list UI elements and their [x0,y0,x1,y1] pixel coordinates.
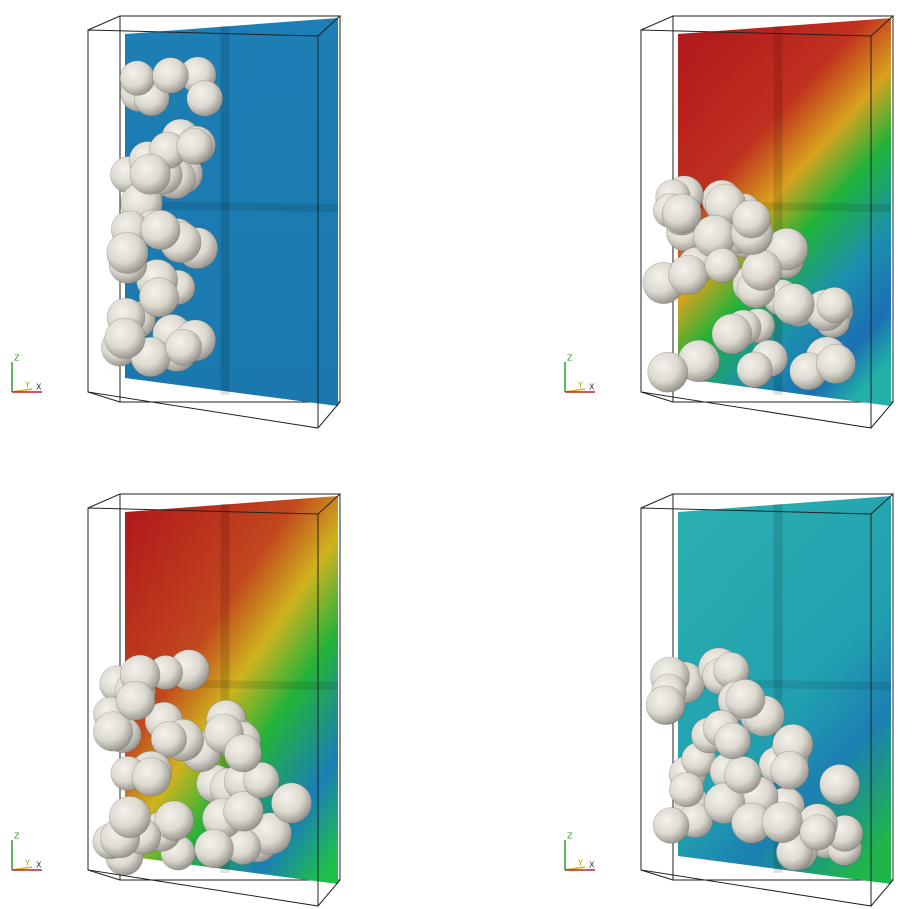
box-front [640,493,895,907]
sphere [711,313,753,355]
sphere [186,80,223,117]
render-panel: Z Y X [564,493,895,907]
sphere [652,807,690,844]
sphere [131,757,171,797]
sphere [152,57,189,94]
axis-label-x: X [36,383,42,392]
sphere [761,801,803,844]
sphere [725,679,766,719]
sphere [645,685,686,725]
axis-label-y: Y [24,381,30,390]
sphere [140,209,181,250]
box-front [87,493,342,907]
sphere [93,711,134,752]
axis-label-y: Y [577,381,583,390]
sphere [154,800,195,841]
sphere [772,283,815,326]
box-edge [317,401,341,429]
sphere [129,153,171,195]
sphere [741,249,783,291]
sphere [736,351,773,388]
sphere [669,772,705,808]
box-front [87,15,342,429]
sphere [816,286,853,324]
sphere [138,277,180,318]
axis-label-y: Y [24,859,30,868]
sphere [668,254,709,295]
sphere [723,756,762,794]
sphere [732,199,771,239]
axis-label-y: Y [577,859,583,868]
axis-label-z: Z [14,354,20,363]
axis-label-z: Z [567,832,573,841]
sphere [647,351,689,393]
sphere [194,828,234,869]
box-edge [317,879,341,907]
axis-label-x: X [589,861,595,870]
sphere [815,343,856,384]
box-edge [87,869,121,881]
sphere [799,814,836,851]
slice-plane [125,18,338,406]
sphere [108,796,151,838]
axis-label-x: X [589,383,595,392]
sphere [223,791,264,832]
sphere [819,764,861,805]
sphere [150,721,187,758]
box-edge [870,879,894,907]
box-edge [87,391,121,403]
sphere [119,60,155,96]
axis-label-z: Z [567,354,573,363]
box-edge [640,391,674,403]
box-edge [640,869,674,881]
render-panel: Z Y X [11,493,342,907]
sphere [165,328,202,366]
sphere [714,722,751,760]
sphere [104,317,146,359]
sphere [176,128,213,165]
axis-label-x: X [36,861,42,870]
sphere [770,750,810,790]
sphere [106,231,149,274]
render-panel: Z Y X [11,15,342,429]
sphere [704,247,740,283]
render-panel: Z Y X [564,15,895,429]
box-edge [870,401,894,429]
sphere [662,193,702,233]
box-front [640,15,895,429]
axis-label-z: Z [14,832,20,841]
sphere [224,734,262,773]
sphere [271,782,312,824]
sphere [243,761,280,799]
sphere [115,680,156,721]
